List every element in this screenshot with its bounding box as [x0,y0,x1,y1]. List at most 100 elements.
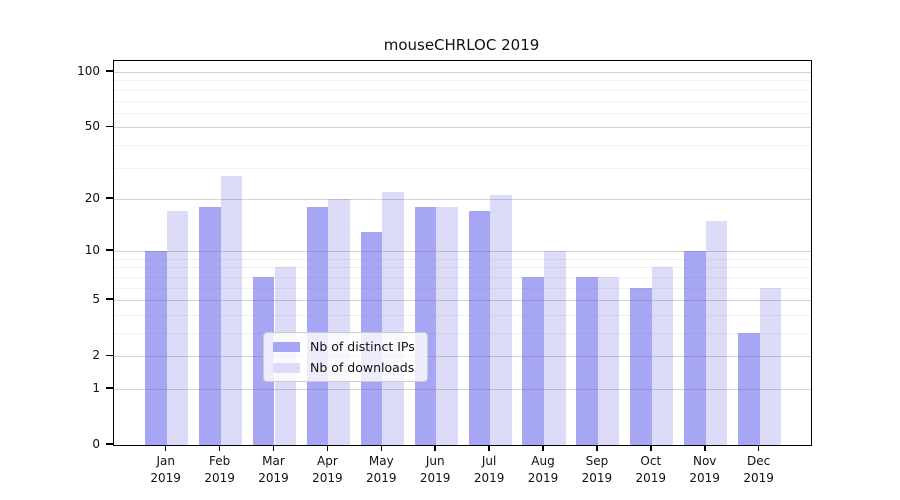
x-tick-year: 2019 [635,471,667,485]
y-axis-tick-label: 50 [84,119,100,134]
x-axis-tick [488,445,490,451]
y-axis-tick [106,125,113,127]
x-axis-tick [380,445,382,451]
bar-downloads-may [382,191,404,445]
bar-downloads-aug [544,251,566,445]
x-axis-tick [596,445,598,451]
x-tick-year: 2019 [150,471,181,485]
legend-swatch [273,362,300,373]
bar-ips-aug [522,276,544,445]
y-axis-tick [106,387,113,389]
gridline-minor [114,144,811,146]
bar-downloads-oct [651,267,674,445]
gridline-major [114,389,811,390]
gridline-minor [114,89,811,91]
bar-downloads-dec [759,287,782,445]
gridline-minor [114,80,811,82]
x-axis-tick-label: Nov 2019 [673,453,737,487]
x-tick-year: 2019 [419,471,451,485]
x-axis-tick-label: Aug 2019 [511,453,575,487]
x-tick-year: 2019 [366,471,397,485]
x-axis-tick-label: Jun 2019 [403,453,467,487]
bar-ips-dec [738,333,760,445]
y-axis-tick-label: 0 [92,437,100,451]
x-axis-tick [218,445,221,451]
gridline-major [114,198,811,200]
y-axis-tick-label: 100 [77,64,100,78]
bar-ips-sep [576,276,598,445]
legend-label: Nb of downloads [310,360,415,375]
gridline-major [114,251,811,253]
x-tick-year: 2019 [743,471,774,485]
x-tick-month: Dec [746,454,771,468]
x-tick-month: Mar [262,454,285,468]
gridline-minor [114,267,811,269]
gridline-major [114,127,811,129]
bar-downloads-jan [166,211,189,445]
y-axis-tick [106,443,113,445]
x-tick-month: Apr [317,454,338,468]
x-tick-month: Feb [208,454,231,468]
x-tick-year: 2019 [581,471,613,485]
bar-ips-apr [306,207,329,445]
gridline-minor [114,112,811,114]
y-axis-tick-label: 2 [92,348,100,363]
x-axis-tick-label: Feb 2019 [188,453,252,487]
x-axis-tick-label: Sep 2019 [565,453,629,487]
gridline-minor [114,276,811,278]
x-axis-tick-label: Jan 2019 [134,453,198,487]
bar-downloads-sep [597,276,620,445]
x-tick-month: Jul [481,454,497,468]
y-axis-tick [106,298,113,300]
x-axis-tick [704,445,706,451]
bar-downloads-jun [436,207,458,445]
x-tick-month: Nov [692,454,717,468]
y-axis-tick-label: 1 [92,381,100,395]
gridline-minor [114,167,811,169]
bar-ips-jan [145,251,167,445]
gridline-minor [114,333,811,334]
bar-downloads-feb [220,175,243,445]
x-tick-month: Oct [640,454,662,468]
x-tick-month: Aug [531,454,555,468]
x-axis-tick [757,445,760,451]
chart-title: mouseCHRLOC 2019 [383,36,540,54]
y-axis-tick [106,197,113,199]
x-tick-month: Sep [585,454,609,468]
x-axis-tick [542,445,544,451]
y-axis-tick [106,249,113,251]
y-axis-tick-label: 5 [92,292,100,307]
bar-ips-jun [414,207,437,445]
legend-swatch [273,341,300,352]
bar-ips-feb [199,207,221,445]
x-axis-tick-label: Apr 2019 [295,453,359,487]
y-axis-tick-label: 20 [84,190,100,205]
bar-ips-jul [468,211,491,445]
x-tick-month: Jan [156,454,175,468]
legend: Nb of distinct IPs Nb of downloads [263,332,428,382]
plot-area [113,60,812,446]
x-tick-year: 2019 [312,471,343,485]
y-axis-tick-label: 10 [84,243,100,258]
x-axis-tick-label: Dec 2019 [727,453,791,487]
legend-item: Nb of downloads [273,359,415,376]
bar-downloads-jul [490,195,512,445]
gridline-major [114,300,811,302]
x-tick-year: 2019 [258,471,289,485]
gridline-minor [114,100,811,102]
x-tick-year: 2019 [473,471,505,485]
gridline-minor [114,287,811,289]
x-axis-tick-label: Jul 2019 [457,453,521,487]
x-axis-tick-label: Oct 2019 [619,453,683,487]
x-axis-tick [434,445,436,451]
legend-item: Nb of distinct IPs [273,338,415,355]
x-tick-year: 2019 [527,471,559,485]
x-tick-year: 2019 [689,471,720,485]
x-axis-tick [650,445,652,451]
gridline-minor [114,314,811,316]
y-axis-tick [106,354,113,356]
gridline-major [114,356,811,358]
x-tick-month: May [368,454,394,468]
legend-label: Nb of distinct IPs [310,339,415,354]
